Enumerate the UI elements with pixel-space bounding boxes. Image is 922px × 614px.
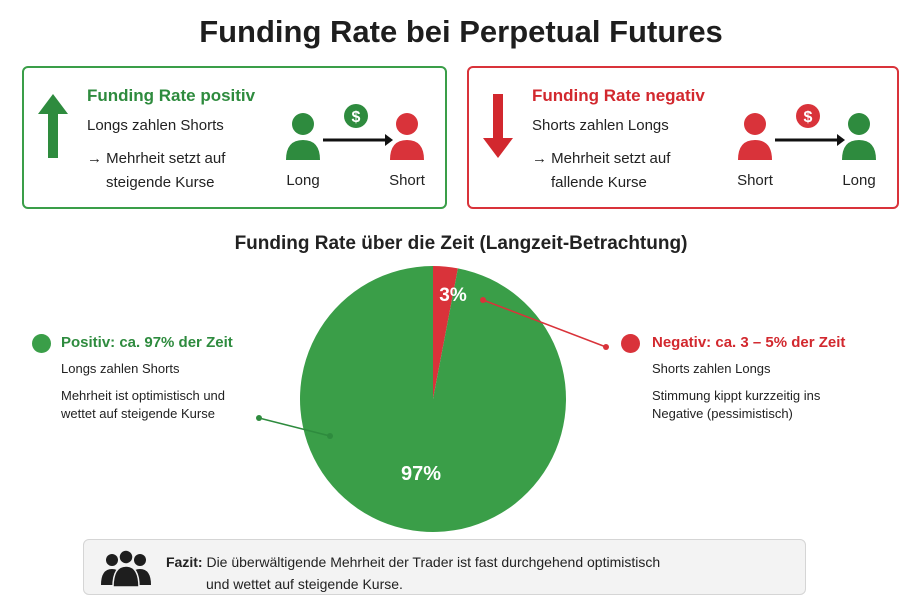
negative-legend: Negativ: ca. 3 – 5% der Zeit Shorts zahl… [652, 334, 845, 421]
fazit-line2: und wettet auf steigende Kurse. [206, 576, 403, 592]
chart-title: Funding Rate über die Zeit (Langzeit-Bet… [234, 233, 688, 254]
arrow-down-icon [483, 94, 513, 158]
long-person-icon [286, 113, 320, 160]
positive-connector-line-end-0 [256, 415, 262, 421]
positive-legend: Positiv: ca. 97% der Zeit Longs zahlen S… [61, 334, 233, 421]
pie-slice-positiv [299, 266, 566, 532]
positive-box-note: → Mehrheit setzt auf steigende Kurse [87, 147, 225, 195]
negative-connector-line [482, 299, 607, 348]
positive-connector-line [258, 417, 331, 437]
negative-funding-box: Funding Rate negativ Shorts zahlen Longs… [467, 66, 899, 209]
negative-flow: $ Short Long [733, 104, 883, 194]
long-person-icon [842, 113, 876, 160]
svg-text:$: $ [804, 109, 813, 126]
right-arrow-icon [775, 134, 845, 146]
pie-label-positiv: 97% [401, 463, 441, 485]
negative-legend-dot [621, 334, 640, 353]
flow-from-label: Short [737, 172, 773, 189]
pie-slice-negativ [433, 266, 458, 399]
positive-note-line1: → Mehrheit setzt auf [87, 150, 226, 167]
negative-legend-line3: Negative (pessimistisch) [652, 406, 793, 421]
negative-legend-head: Negativ: ca. 3 – 5% der Zeit [652, 334, 846, 351]
flow-to-label: Short [389, 172, 425, 189]
short-person-icon [738, 113, 772, 160]
negative-note-line1: → Mehrheit setzt auf [532, 150, 671, 167]
flow-from-label: Long [286, 172, 320, 189]
group-people-icon [101, 549, 151, 587]
page-title: Funding Rate bei Perpetual Futures [199, 14, 723, 49]
fazit-box: Fazit: Die überwältigende Mehrheit der T… [83, 539, 806, 595]
dollar-coin-icon: $ [344, 104, 368, 128]
negative-connector-line-end-1 [603, 344, 609, 350]
negative-connector-line-end-0 [480, 297, 486, 303]
fazit-label: Fazit: [166, 554, 203, 570]
negative-box-title: Funding Rate negativ [532, 86, 705, 105]
fazit-text: Fazit: Die überwältigende Mehrheit der T… [166, 551, 660, 595]
short-person-icon [390, 113, 424, 160]
positive-legend-line1: Longs zahlen Shorts [61, 361, 180, 376]
positive-box-subtitle: Longs zahlen Shorts [87, 117, 224, 134]
positive-note-line2: steigende Kurse [106, 174, 215, 191]
positive-funding-box: Funding Rate positiv Longs zahlen Shorts… [22, 66, 447, 209]
negative-box-subtitle: Shorts zahlen Longs [532, 117, 669, 134]
arrow-up-icon [38, 94, 68, 158]
long-pays-short-graphic: $ [286, 104, 424, 160]
dollar-coin-icon: $ [796, 104, 820, 128]
positive-legend-line2: Mehrheit ist optimistisch und [61, 388, 226, 403]
positive-box-title: Funding Rate positiv [87, 86, 256, 105]
negative-legend-line1: Shorts zahlen Longs [652, 361, 771, 376]
negative-box-note: → Mehrheit setzt auf fallende Kurse [532, 147, 670, 195]
flow-to-label: Long [842, 172, 876, 189]
pie-label-negativ: 3% [439, 285, 467, 306]
positive-flow: $ Long Short [281, 104, 431, 194]
negative-legend-line2: Stimmung kippt kurzzeitig ins [652, 388, 821, 403]
positive-legend-dot [32, 334, 51, 353]
right-arrow-icon [323, 134, 393, 146]
positive-legend-head: Positiv: ca. 97% der Zeit [61, 334, 233, 351]
positive-connector-line-end-1 [327, 433, 333, 439]
fazit-line1: Die überwältigende Mehrheit der Trader i… [206, 554, 661, 570]
short-pays-long-graphic: $ [738, 104, 876, 160]
positive-legend-line3: wettet auf steigende Kurse [61, 406, 215, 421]
negative-note-line2: fallende Kurse [551, 174, 647, 191]
svg-text:$: $ [352, 109, 361, 126]
